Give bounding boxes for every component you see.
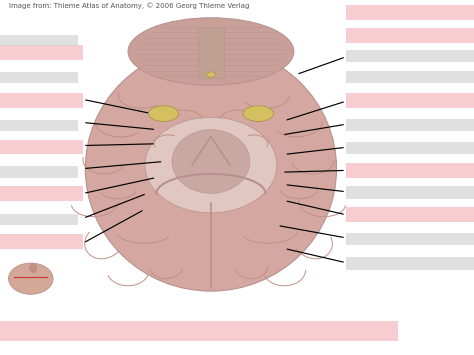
Bar: [346, 257, 474, 270]
Bar: [346, 71, 474, 83]
Bar: [0, 321, 398, 341]
Bar: [0, 186, 83, 201]
Bar: [0, 214, 78, 225]
Bar: [0, 72, 78, 83]
Ellipse shape: [128, 18, 294, 85]
Ellipse shape: [148, 106, 179, 121]
Ellipse shape: [243, 106, 273, 121]
Bar: [0, 166, 78, 178]
Ellipse shape: [207, 72, 215, 77]
Bar: [346, 207, 474, 222]
Bar: [0, 45, 83, 60]
Bar: [346, 119, 474, 131]
Bar: [346, 142, 474, 154]
Bar: [346, 233, 474, 245]
Bar: [0, 93, 83, 108]
Bar: [346, 28, 474, 43]
Ellipse shape: [9, 263, 53, 294]
Text: Image from: Thieme Atlas of Anatomy, © 2006 Georg Thieme Verlag: Image from: Thieme Atlas of Anatomy, © 2…: [9, 2, 250, 9]
Ellipse shape: [85, 46, 337, 291]
Bar: [346, 186, 474, 199]
Bar: [346, 163, 474, 178]
Bar: [346, 5, 474, 20]
Bar: [0, 234, 83, 248]
Polygon shape: [198, 28, 224, 78]
Bar: [346, 50, 474, 62]
Ellipse shape: [145, 117, 277, 213]
Bar: [0, 140, 83, 154]
Bar: [0, 120, 78, 131]
Bar: [346, 93, 474, 108]
Ellipse shape: [30, 263, 37, 273]
Ellipse shape: [172, 130, 250, 193]
Bar: [0, 35, 78, 46]
